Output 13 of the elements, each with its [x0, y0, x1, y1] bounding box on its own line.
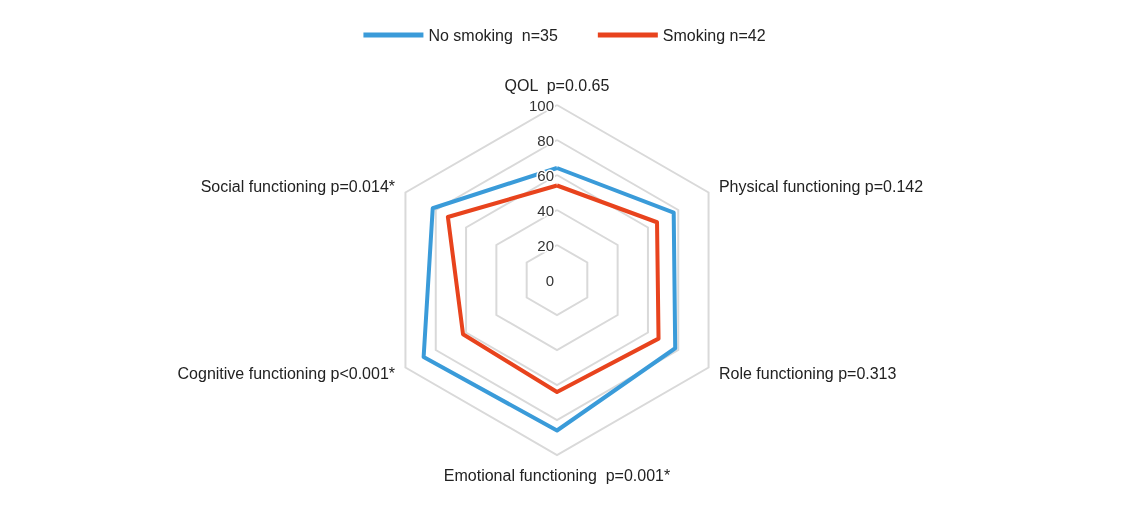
y-tick-label: 80 — [537, 131, 554, 149]
y-tick-label: 40 — [537, 201, 554, 219]
spoke-label: QOL p=0.0.65 — [504, 76, 610, 94]
spoke-label: Role functioning p=0.313 — [718, 365, 897, 382]
y-tick-label: 0 — [545, 271, 554, 289]
legend-label: No smoking n=35 — [428, 26, 558, 44]
spoke-label: Social functioning p=0.014* — [200, 178, 396, 195]
y-tick-label: 100 — [528, 96, 554, 114]
legend-label: Smoking n=42 — [662, 26, 766, 44]
y-tick-label: 20 — [537, 236, 554, 254]
spoke-label: Physical functioning p=0.142 — [718, 178, 924, 195]
spoke-label: Cognitive functioning p<0.001* — [177, 365, 396, 382]
spoke-label: Emotional functioning p=0.001* — [443, 466, 671, 484]
